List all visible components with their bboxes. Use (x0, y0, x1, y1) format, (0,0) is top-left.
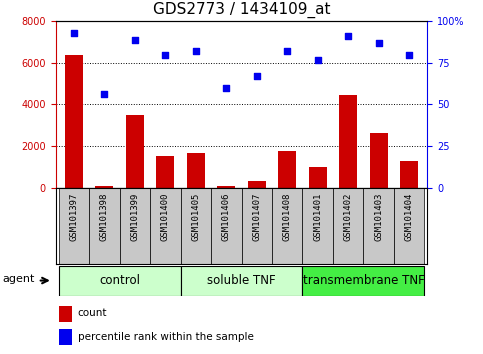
Text: agent: agent (3, 274, 35, 284)
Text: percentile rank within the sample: percentile rank within the sample (78, 332, 254, 342)
Bar (59, 306, 72, 321)
Text: GSM101398: GSM101398 (100, 192, 109, 241)
Bar (302, 266, 425, 296)
Point (100, 92, 108, 97)
Text: count: count (78, 308, 107, 318)
Bar (150, 188, 181, 264)
Bar (89, 188, 120, 264)
Text: GSM101402: GSM101402 (344, 192, 353, 241)
Bar (369, 132, 388, 188)
Text: GSM101403: GSM101403 (374, 192, 383, 241)
Bar (309, 167, 327, 188)
Text: transmembrane TNF: transmembrane TNF (302, 274, 424, 287)
Bar (242, 188, 272, 264)
Bar (186, 153, 205, 188)
Bar (120, 188, 150, 264)
Text: control: control (99, 274, 140, 287)
Bar (65, 55, 83, 188)
Bar (217, 185, 235, 188)
Bar (95, 185, 114, 188)
Bar (394, 188, 425, 264)
Point (375, 40, 383, 46)
Point (192, 48, 199, 54)
Bar (400, 161, 418, 188)
Bar (302, 188, 333, 264)
Point (405, 52, 413, 57)
Bar (58, 266, 181, 296)
Point (344, 33, 352, 39)
Text: GSM101408: GSM101408 (283, 192, 292, 241)
Bar (58, 188, 89, 264)
Point (222, 85, 230, 91)
Bar (363, 188, 394, 264)
Text: GSM101404: GSM101404 (405, 192, 413, 241)
Point (314, 57, 322, 62)
Bar (181, 188, 211, 264)
Text: GSM101400: GSM101400 (161, 192, 170, 241)
Point (284, 48, 291, 54)
Text: GSM101401: GSM101401 (313, 192, 322, 241)
Bar (156, 156, 174, 188)
Title: GDS2773 / 1434109_at: GDS2773 / 1434109_at (153, 2, 330, 18)
Bar (333, 188, 363, 264)
Text: GSM101405: GSM101405 (191, 192, 200, 241)
Text: GSM101407: GSM101407 (252, 192, 261, 241)
Bar (211, 188, 242, 264)
Text: soluble TNF: soluble TNF (207, 274, 276, 287)
Text: GSM101406: GSM101406 (222, 192, 231, 241)
Point (161, 52, 169, 57)
Bar (181, 266, 302, 296)
Point (131, 37, 139, 42)
Bar (272, 188, 302, 264)
Bar (248, 181, 266, 188)
Text: GSM101399: GSM101399 (130, 192, 139, 241)
Bar (278, 151, 297, 188)
Bar (126, 115, 144, 188)
Bar (59, 329, 72, 345)
Point (253, 73, 261, 79)
Text: GSM101397: GSM101397 (70, 192, 78, 241)
Bar (339, 95, 357, 188)
Point (70, 30, 78, 36)
